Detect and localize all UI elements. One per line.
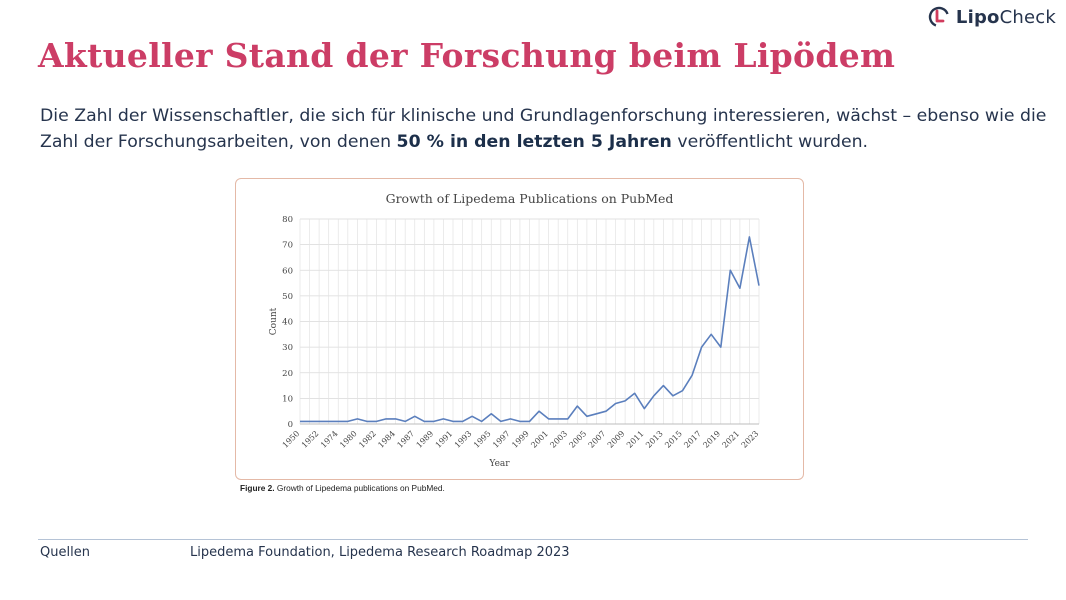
x-tick-label: 2019 [701,429,722,450]
x-tick-label: 2005 [568,429,589,450]
x-tick-label: 2023 [740,429,761,450]
chart-title: Growth of Lipedema Publications on PubMe… [386,191,674,206]
publication-figure: Growth of Lipedema Publications on PubMe… [235,178,804,494]
x-tick-label: 1982 [357,429,378,450]
y-tick-label: 50 [282,292,293,302]
x-tick-label: 1995 [472,429,493,450]
x-tick-label: 1987 [395,429,416,450]
series-line [300,236,760,423]
page-title: Aktueller Stand der Forschung beim Lipöd… [38,36,896,75]
intro-highlight: 50 % in den letzten 5 Jahren [396,132,672,152]
y-axis-label: Count [269,307,279,335]
x-tick-label: 1980 [338,429,359,450]
x-tick-label: 2011 [625,429,646,450]
x-tick-label: 1952 [300,429,321,450]
footer-divider [38,539,1028,540]
line-chart: Growth of Lipedema Publications on PubMe… [269,191,761,469]
intro-text-end: veröffentlicht wurden. [671,132,869,152]
caption-text: Growth of Lipedema publications on PubMe… [274,483,445,493]
lipocheck-logo-icon [928,6,950,28]
y-tick-label: 0 [288,420,293,430]
y-tick-label: 80 [282,215,293,225]
y-tick-label: 70 [282,241,293,251]
x-axis-label: Year [488,459,510,469]
y-tick-label: 20 [282,369,293,379]
x-tick-label: 2021 [721,429,742,450]
x-tick-label: 2003 [548,429,569,450]
y-tick-label: 40 [282,318,293,328]
figure-caption: Figure 2. Growth of Lipedema publication… [240,483,445,493]
x-tick-label: 1974 [319,429,340,450]
chart-frame: Growth of Lipedema Publications on PubMe… [235,178,804,480]
x-tick-label: 2001 [529,429,550,450]
brand-name: LipoCheck [955,6,1056,28]
x-tick-label: 1984 [376,429,397,450]
x-tick-label: 1999 [510,429,531,450]
sources-label: Quellen [40,545,90,560]
x-tick-label: 2013 [644,429,665,450]
x-tick-label: 2007 [587,429,608,450]
y-tick-label: 30 [282,343,293,353]
x-tick-label: 1997 [491,429,512,450]
caption-label: Figure 2. [240,483,275,493]
intro-paragraph: Die Zahl der Wissenschaftler, die sich f… [40,103,1050,155]
x-tick-label: 1993 [453,429,474,450]
sources-text: Lipedema Foundation, Lipedema Research R… [190,545,570,560]
intro-text: Die Zahl der Wissenschaftler, die sich f… [40,106,1047,152]
x-tick-label: 1950 [281,429,302,450]
y-tick-label: 10 [282,394,293,404]
x-tick-label: 1991 [434,429,455,450]
brand-logo: LipoCheck [928,6,1056,28]
x-tick-label: 2015 [663,429,684,450]
x-tick-label: 2017 [682,429,703,450]
x-tick-label: 2009 [606,429,627,450]
x-tick-label: 1989 [415,429,436,450]
y-tick-label: 60 [282,266,293,276]
